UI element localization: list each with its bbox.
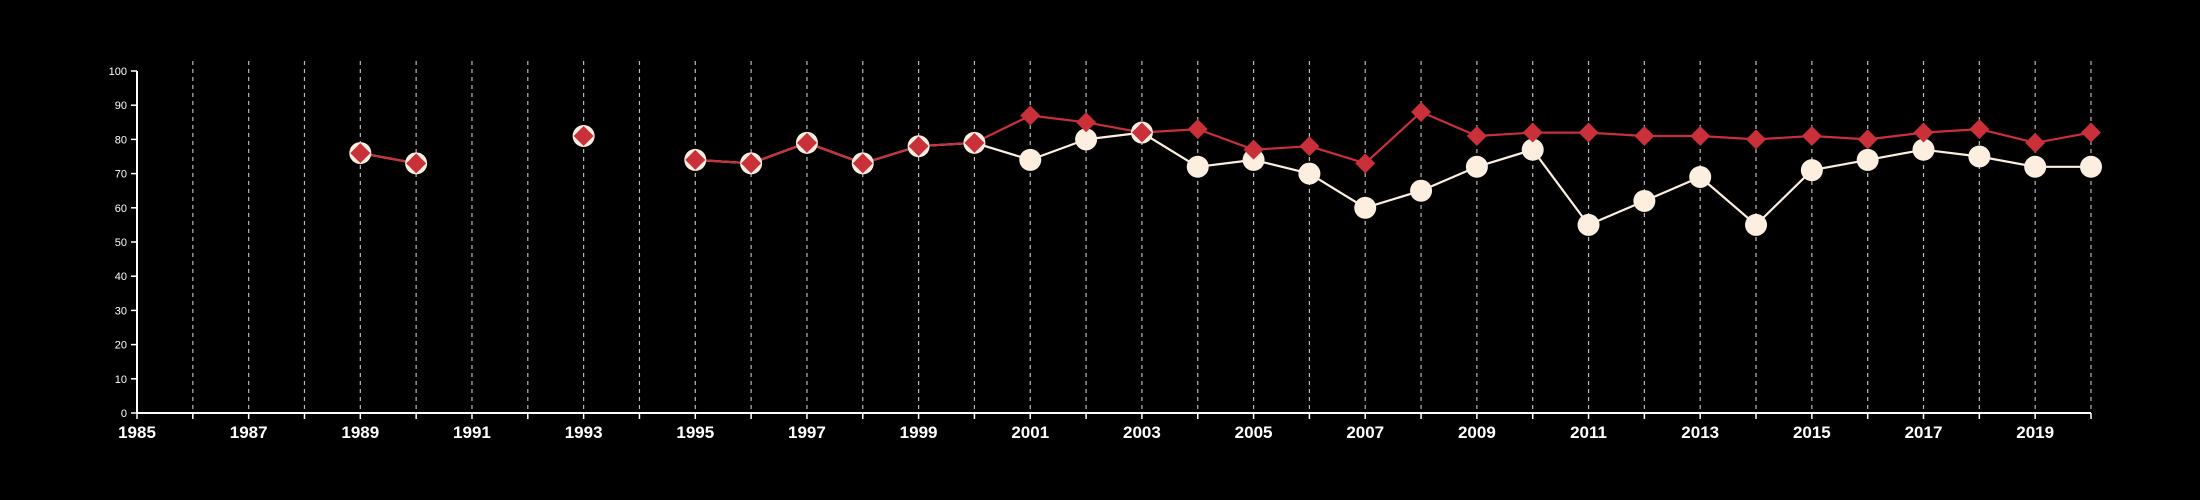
y-tick-label: 10: [115, 374, 127, 386]
y-tick-label: 20: [115, 340, 127, 352]
series-diamond-point: [1131, 122, 1152, 143]
series-circle-point: [1633, 189, 1656, 212]
series-circle-point: [1745, 213, 1768, 236]
series-diamond-point: [796, 132, 817, 153]
y-tick-label: 80: [115, 134, 127, 146]
series-diamond-point: [1801, 125, 1822, 146]
series-circle-point: [1242, 148, 1265, 171]
series-diamond-point: [1411, 102, 1432, 123]
series-diamond-point: [1076, 112, 1097, 133]
axes: 0 10 20 30 40 50 60 70 80 90 100 1985 1987 1989 1991 19…: [109, 66, 2092, 442]
series-diamond-point: [1020, 105, 1041, 126]
series-circle-point: [1354, 196, 1377, 219]
series-circle-point: [1465, 155, 1488, 178]
series-diamond-point: [1746, 129, 1767, 150]
x-tick-label: 2005: [1235, 423, 1273, 442]
series-diamond-point: [350, 143, 371, 164]
series-circle-point: [1521, 138, 1544, 161]
series-circle-point: [1186, 155, 1209, 178]
x-tick-label: 1987: [230, 423, 268, 442]
series-diamond-point: [1913, 122, 1934, 143]
x-tick-label: 1989: [341, 423, 379, 442]
x-tick-label: 1997: [788, 423, 826, 442]
series-diamond-point: [1299, 136, 1320, 157]
x-tick-label: 1995: [676, 423, 714, 442]
y-tick-label: 40: [115, 271, 127, 283]
series-circle-point: [1912, 138, 1935, 161]
series-diamond-point: [1243, 139, 1264, 160]
x-tick-label: 2009: [1458, 423, 1496, 442]
series-circle-point: [2080, 155, 2102, 178]
series-diamond-point: [2025, 132, 2046, 153]
series-diamond-point: [573, 125, 594, 146]
x-tick-label: 2019: [2016, 423, 2054, 442]
series-diamond-point: [741, 153, 762, 174]
series-diamond-point: [1690, 125, 1711, 146]
y-tick-label: 100: [109, 66, 127, 78]
series-diamond-point: [1634, 125, 1655, 146]
y-tick-label: 0: [121, 408, 127, 420]
series: [349, 102, 2102, 236]
series-diamond-point: [1578, 122, 1599, 143]
series-circle-point: [1075, 128, 1098, 151]
y-tick-label: 90: [115, 100, 127, 112]
series-diamond-point: [1466, 125, 1487, 146]
series-diamond-point: [685, 149, 706, 170]
series-circle-point: [1968, 145, 1991, 168]
x-tick-label: 1985: [118, 423, 156, 442]
x-tick-label: 1993: [565, 423, 603, 442]
y-tick-label: 70: [115, 169, 127, 181]
x-tick-label: 2015: [1793, 423, 1831, 442]
series-circle-point: [1800, 159, 1823, 182]
series-diamond-point: [2081, 122, 2101, 143]
x-tick-label: 2007: [1346, 423, 1384, 442]
y-tick-label: 30: [115, 305, 127, 317]
series-circle-point: [1577, 213, 1600, 236]
series-circle-point: [2024, 155, 2047, 178]
x-tick-label: 2017: [1905, 423, 1943, 442]
x-tick-label: 1991: [453, 423, 491, 442]
series-diamond-point: [964, 132, 985, 153]
series-diamond-point: [406, 153, 427, 174]
x-tick-label: 1999: [900, 423, 938, 442]
series-circle-point: [1410, 179, 1433, 202]
x-tick-label: 2013: [1681, 423, 1719, 442]
series-diamond-point: [1522, 122, 1543, 143]
x-tick-label: 2001: [1011, 423, 1049, 442]
x-tick-label: 2003: [1123, 423, 1161, 442]
series-diamond-point: [1969, 119, 1990, 140]
x-tick-label: 2011: [1570, 423, 1607, 442]
series-circle-point: [1298, 162, 1321, 185]
y-tick-label: 50: [115, 237, 127, 249]
series-diamond-point: [908, 136, 929, 157]
series-diamond-point: [1187, 119, 1208, 140]
series-diamond-point: [852, 153, 873, 174]
y-tick-label: 60: [115, 203, 127, 215]
series-circle-point: [1689, 166, 1712, 189]
series-diamond-point: [1857, 129, 1878, 150]
series-diamond-point: [1355, 153, 1376, 174]
series-circle-point: [1019, 148, 1042, 171]
series-circle-point: [1856, 148, 1879, 171]
